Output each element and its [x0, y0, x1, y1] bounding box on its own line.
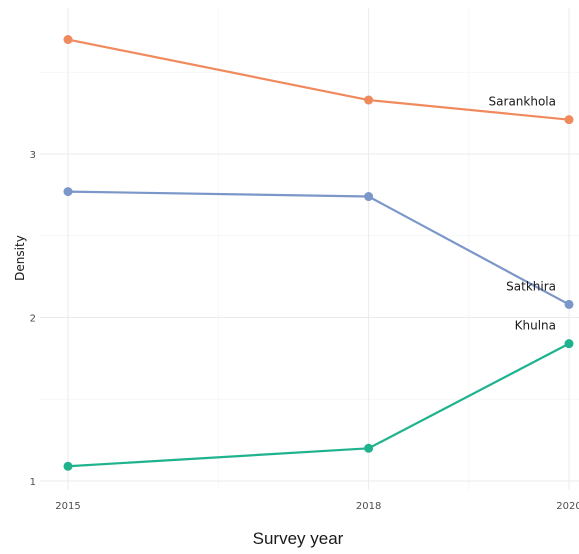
data-point — [364, 95, 374, 105]
series-label: Sarankhola — [489, 95, 556, 109]
x-tick-label: 2015 — [55, 501, 80, 512]
data-point — [63, 461, 73, 471]
data-point — [364, 443, 374, 453]
x-axis-title: Survey year — [253, 529, 344, 548]
data-point — [564, 299, 574, 309]
x-tick-label: 2018 — [356, 501, 381, 512]
y-tick-label: 3 — [30, 150, 36, 161]
series-line-khulna — [67, 342, 570, 468]
data-point — [63, 35, 73, 45]
y-tick-label: 1 — [30, 477, 36, 488]
axis-ticks: 2015 2018 2020 1 2 3 — [30, 150, 579, 512]
data-point — [564, 339, 574, 349]
y-axis-title: Density — [13, 235, 27, 281]
grid — [40, 8, 579, 490]
series-label: Khulna — [515, 319, 556, 333]
series-layer — [63, 35, 574, 471]
data-point — [63, 187, 73, 197]
data-point — [364, 192, 374, 202]
data-point — [564, 115, 574, 125]
x-tick-label: 2020 — [556, 501, 579, 512]
series-label: Satkhira — [506, 279, 556, 293]
series-labels: Sarankhola Satkhira Khulna — [489, 95, 556, 333]
series-line-satkhira — [67, 190, 570, 306]
y-tick-label: 2 — [30, 314, 36, 325]
